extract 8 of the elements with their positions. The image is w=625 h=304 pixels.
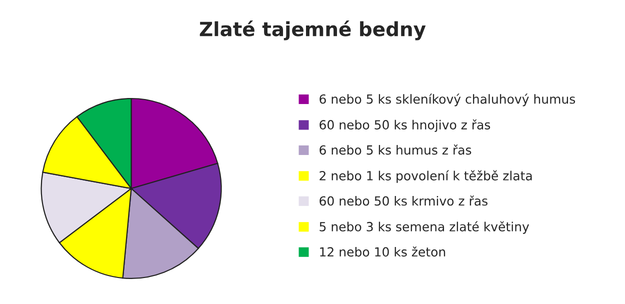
- legend-label: 5 nebo 3 ks semena zlaté květiny: [320, 221, 530, 234]
- legend-label: 2 nebo 1 ks povolení k těžbě zlata: [320, 170, 532, 183]
- chart-title: Zlaté tajemné bedny: [200, 20, 426, 40]
- legend-label: 6 nebo 5 ks humus z řas: [320, 144, 472, 155]
- legend-label: 12 nebo 10 ks žeton: [320, 246, 446, 257]
- legend-label: 60 nebo 50 ks hnojivo z řas: [320, 119, 490, 132]
- legend-label: 6 nebo 5 ks skleníkový chaluhový humus: [320, 94, 576, 106]
- legend-label: 60 nebo 50 ks krmivo z řas: [320, 195, 488, 206]
